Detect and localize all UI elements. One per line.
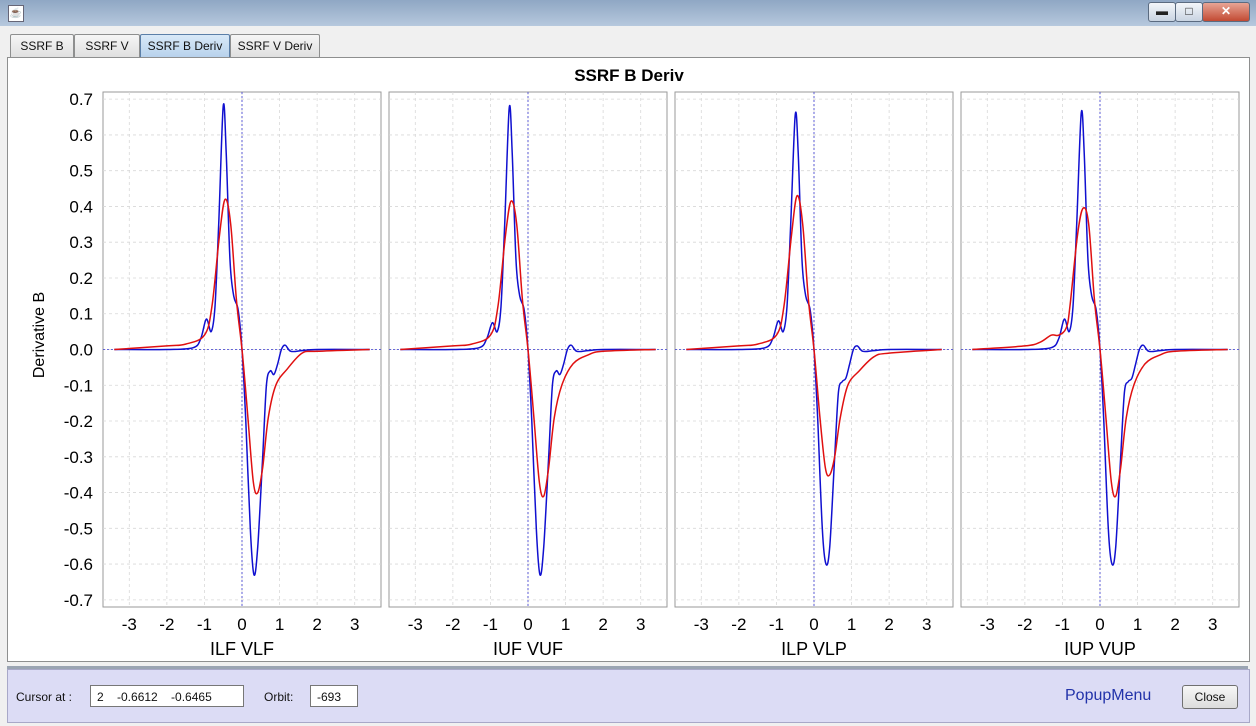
tab-ssrf-b-deriv[interactable]: SSRF B Deriv — [140, 34, 230, 57]
series-line-blue — [114, 103, 370, 576]
x-tick-label: 0 — [523, 615, 532, 634]
plot-panel-4[interactable]: -3 -2 -1 0 1 2 3 IUP VUP — [960, 91, 1240, 659]
x-tick-label: -2 — [159, 615, 174, 634]
y-tick-labels: 0.7 0.6 0.5 0.4 0.3 0.2 0.1 0.0 -0.1 -0.2 -0.3 -0.4… — [64, 90, 93, 610]
y-tick-label: -0.3 — [64, 448, 93, 467]
y-tick-label: 0.3 — [69, 233, 93, 252]
x-tick-label: 3 — [636, 615, 645, 634]
series-line-blue — [400, 104, 656, 576]
series-line-red — [686, 194, 942, 477]
maximize-button[interactable]: □ — [1175, 2, 1203, 22]
x-tick-label: 3 — [350, 615, 359, 634]
y-axis-label: Derivative B — [31, 292, 48, 378]
y-tick-label: 0.1 — [69, 305, 93, 324]
chart-title: SSRF B Deriv — [574, 66, 684, 85]
y-tick-label: -0.2 — [64, 412, 93, 431]
minimize-button[interactable]: ▬ — [1148, 2, 1176, 22]
series-line-blue — [686, 111, 942, 566]
separator — [7, 666, 1248, 669]
x-axis-label: ILP VLP — [781, 639, 847, 659]
x-axis-label: IUF VUF — [493, 639, 563, 659]
chart-panel: SSRF B Deriv Derivative B 0.7 0.6 0.5 0.4 0.… — [7, 57, 1250, 662]
minimize-icon: ▬ — [1156, 4, 1168, 18]
y-tick-label: 0.6 — [69, 126, 93, 145]
x-tick-label: -3 — [122, 615, 137, 634]
cursor-label: Cursor at : — [16, 690, 73, 704]
tab-ssrf-v-deriv[interactable]: SSRF V Deriv — [230, 34, 320, 57]
cursor-field[interactable]: 2 -0.6612 -0.6465 — [90, 685, 244, 707]
plot-panel-1[interactable]: -3 -2 -1 0 1 2 3 ILF VLF — [102, 91, 382, 659]
plot-panel-2[interactable]: -3 -2 -1 0 1 2 3 IUF VUF — [388, 91, 668, 659]
x-tick-label: 1 — [275, 615, 284, 634]
x-tick-label: 3 — [1208, 615, 1217, 634]
window-body: SSRF B SSRF V SSRF B Deriv SSRF V Deriv … — [0, 26, 1256, 726]
x-tick-label: -1 — [197, 615, 212, 634]
x-tick-label: -1 — [769, 615, 784, 634]
series-line-blue — [972, 109, 1228, 566]
title-bar: ☕ ▬ □ ✕ — [0, 0, 1256, 27]
x-tick-label: 0 — [809, 615, 818, 634]
x-tick-label: 2 — [884, 615, 893, 634]
x-tick-label: 2 — [598, 615, 607, 634]
series-line-red — [400, 200, 656, 498]
tab-ssrf-v[interactable]: SSRF V — [74, 34, 140, 57]
y-tick-label: -0.6 — [64, 555, 93, 574]
x-tick-label: 2 — [1170, 615, 1179, 634]
y-tick-label: 0.4 — [69, 197, 93, 216]
y-tick-label: 0.2 — [69, 269, 93, 288]
x-tick-label: -1 — [483, 615, 498, 634]
orbit-label: Orbit: — [264, 690, 294, 704]
popup-menu-link[interactable]: PopupMenu — [1065, 687, 1152, 704]
x-tick-label: -2 — [1017, 615, 1032, 634]
x-tick-label: -2 — [731, 615, 746, 634]
x-tick-label: 2 — [312, 615, 321, 634]
x-tick-label: -1 — [1055, 615, 1070, 634]
y-tick-label: 0.5 — [69, 162, 93, 181]
series-line-red — [972, 207, 1228, 498]
y-tick-label: -0.5 — [64, 519, 93, 538]
x-axis-label: ILF VLF — [210, 639, 274, 659]
close-button[interactable]: Close — [1182, 685, 1238, 709]
x-tick-label: 0 — [237, 615, 246, 634]
chart-svg[interactable]: SSRF B Deriv Derivative B 0.70.60.50.40.… — [8, 58, 1249, 661]
x-tick-label: -2 — [445, 615, 460, 634]
x-tick-label: -3 — [980, 615, 995, 634]
status-bar: Cursor at : 2 -0.6612 -0.6465 Orbit: -69… — [7, 669, 1250, 723]
x-axis-label: IUP VUP — [1064, 639, 1136, 659]
x-tick-label: 1 — [847, 615, 856, 634]
java-cup-icon: ☕ — [8, 5, 24, 22]
plot-panel-3[interactable]: -3 -2 -1 0 1 2 3 ILP VLP — [674, 91, 954, 659]
x-tick-label: -3 — [408, 615, 423, 634]
orbit-field[interactable]: -693 — [310, 685, 358, 707]
y-tick-label: 0.7 — [69, 90, 93, 109]
x-tick-label: 1 — [1133, 615, 1142, 634]
x-tick-label: -3 — [694, 615, 709, 634]
close-icon: ✕ — [1220, 4, 1232, 18]
y-tick-label: -0.4 — [64, 484, 93, 503]
tab-ssrf-b[interactable]: SSRF B — [10, 34, 74, 57]
maximize-icon: □ — [1185, 4, 1193, 18]
x-tick-label: 3 — [922, 615, 931, 634]
series-line-red — [114, 198, 370, 495]
y-tick-label: -0.7 — [64, 591, 93, 610]
x-tick-label: 1 — [561, 615, 570, 634]
y-tick-label: -0.1 — [64, 376, 93, 395]
plot-panels: -3 -2 -1 0 1 2 3 ILF VLF -3 -2 -1 0 1 2 3 IUF VUF -3 -2 -1… — [102, 91, 1240, 659]
window-close-button[interactable]: ✕ — [1202, 2, 1250, 22]
x-tick-label: 0 — [1095, 615, 1104, 634]
y-tick-label: 0.0 — [69, 341, 93, 360]
